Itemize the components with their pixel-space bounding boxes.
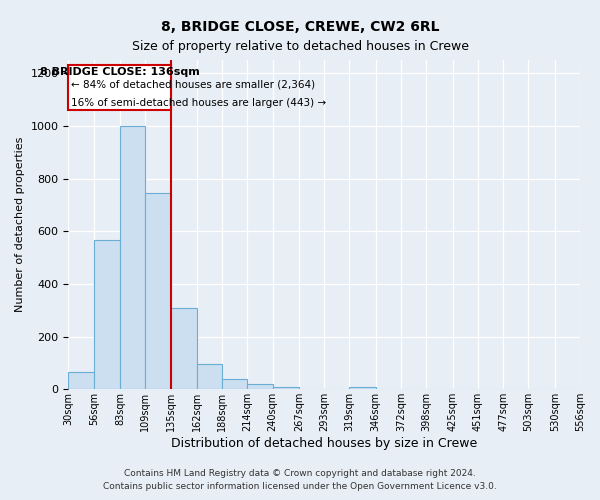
Bar (120, 126, 145, 390)
Text: 8, BRIDGE CLOSE, CREWE, CW2 6RL: 8, BRIDGE CLOSE, CREWE, CW2 6RL (161, 20, 439, 34)
Text: Contains HM Land Registry data © Crown copyright and database right 2024.: Contains HM Land Registry data © Crown c… (124, 468, 476, 477)
Bar (247, 384, 272, 390)
Y-axis label: Number of detached properties: Number of detached properties (15, 137, 25, 312)
Text: 8 BRIDGE CLOSE: 136sqm: 8 BRIDGE CLOSE: 136sqm (40, 67, 199, 77)
Bar (272, 386, 299, 390)
Text: ← 84% of detached houses are smaller (2,364): ← 84% of detached houses are smaller (2,… (71, 80, 315, 90)
Bar (197, 364, 222, 390)
Text: Contains public sector information licensed under the Open Government Licence v3: Contains public sector information licen… (103, 482, 497, 491)
Bar (145, 193, 170, 390)
Text: 16% of semi-detached houses are larger (443) →: 16% of semi-detached houses are larger (… (71, 98, 326, 108)
Bar (68, 372, 94, 390)
Bar (222, 379, 247, 390)
Text: Size of property relative to detached houses in Crewe: Size of property relative to detached ho… (131, 40, 469, 53)
Bar (170, 308, 197, 390)
Bar (94, 240, 120, 390)
X-axis label: Distribution of detached houses by size in Crewe: Distribution of detached houses by size … (171, 437, 478, 450)
Bar (349, 387, 376, 390)
FancyBboxPatch shape (68, 66, 170, 110)
